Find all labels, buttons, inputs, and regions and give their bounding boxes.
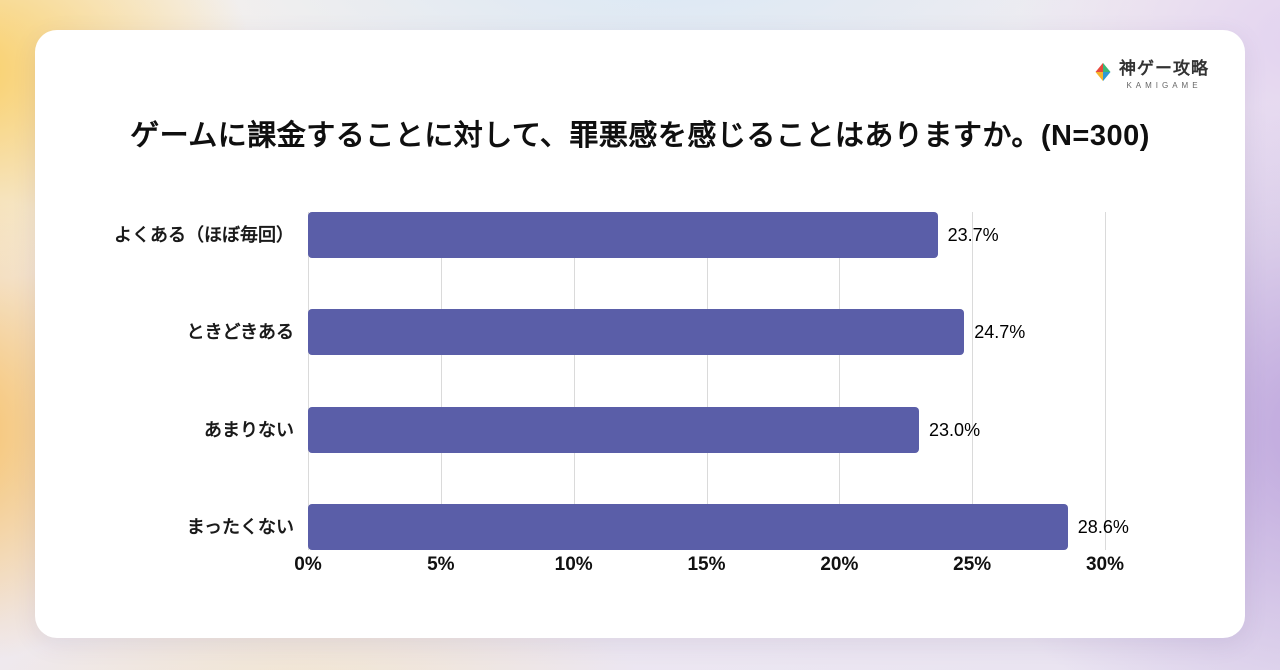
gridline bbox=[706, 212, 708, 550]
x-axis: 0% 5% 10% 15% 20% 25% 30% bbox=[294, 554, 1124, 584]
bar bbox=[308, 503, 1068, 550]
kamigame-logo-text: 神ゲー攻略 KAMIGAME bbox=[1119, 59, 1209, 90]
bar-value-label: 24.7% bbox=[974, 322, 1026, 343]
logo-title: 神ゲー攻略 bbox=[1119, 59, 1209, 78]
x-axis-tick-label: 20% bbox=[820, 554, 859, 575]
gridline bbox=[1105, 212, 1106, 550]
x-axis-tick-label: 30% bbox=[1085, 554, 1125, 575]
bar-row: ときどきある 24.7% bbox=[187, 309, 1105, 356]
bar-row: あまりない 23.0% bbox=[204, 406, 1105, 453]
category-label: よくある（ほぼ毎回） bbox=[114, 225, 294, 245]
gridline bbox=[972, 212, 974, 550]
category-label: あまりない bbox=[204, 419, 294, 440]
x-axis-tick-label: 5% bbox=[427, 554, 455, 575]
chart-title: ゲームに課金することに対して、罪悪感を感じることはありますか。(N=300) bbox=[130, 120, 1150, 152]
chart-card: 神ゲー攻略 KAMIGAME ゲームに課金することに対して、罪悪感を感じることは… bbox=[35, 30, 1245, 638]
bar bbox=[308, 309, 965, 356]
category-label: まったくない bbox=[186, 516, 294, 537]
logo-subtitle: KAMIGAME bbox=[1126, 80, 1202, 90]
bar-value-label: 23.0% bbox=[929, 419, 981, 440]
category-label: ときどきある bbox=[186, 322, 294, 343]
gridline bbox=[839, 212, 841, 550]
x-axis-tick-label: 10% bbox=[554, 554, 593, 575]
gridline bbox=[440, 212, 442, 550]
x-axis-tick-label: 25% bbox=[953, 554, 992, 575]
gridline bbox=[308, 212, 309, 550]
bar-chart-plot-area: よくある（ほぼ毎回） 23.7% ときどきある 24.7% あまりない 23.0% まったく… bbox=[114, 212, 1129, 550]
x-axis-tick-label: 0% bbox=[294, 554, 322, 575]
bar-row: まったくない 28.6% bbox=[187, 503, 1129, 550]
gridline bbox=[573, 212, 575, 550]
bar-value-label: 23.7% bbox=[947, 225, 999, 245]
bar bbox=[308, 212, 938, 258]
kamigame-logo: 神ゲー攻略 KAMIGAME bbox=[1093, 59, 1209, 90]
bar-row: よくある（ほぼ毎回） 23.7% bbox=[114, 212, 1105, 258]
bar-value-label: 28.6% bbox=[1077, 516, 1129, 537]
bar-rows: よくある（ほぼ毎回） 23.7% ときどきある 24.7% あまりない 23.0% まったく… bbox=[114, 212, 1129, 550]
bar bbox=[308, 406, 920, 453]
x-axis-tick-label: 15% bbox=[687, 554, 726, 575]
kamigame-logo-icon bbox=[1095, 62, 1111, 82]
